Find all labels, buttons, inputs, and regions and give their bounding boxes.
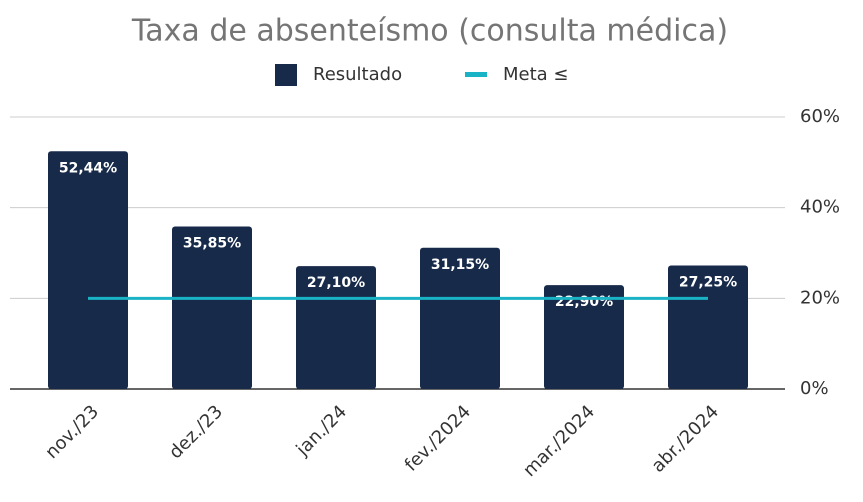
x-tick-label: nov./23 (41, 401, 103, 463)
legend-swatch (275, 64, 297, 86)
bar (420, 247, 500, 389)
bar (48, 151, 128, 389)
chart-title: Taxa de absenteísmo (consulta médica) (131, 14, 728, 49)
data-label: 22,90% (555, 294, 613, 310)
data-label: 52,44% (59, 160, 117, 176)
x-tick-label: fev./2024 (401, 401, 475, 475)
data-label: 27,10% (307, 275, 365, 291)
y-tick-label: 20% (800, 287, 840, 308)
legend-label: Meta ≤ (503, 64, 569, 85)
x-tick-label: abr./2024 (648, 401, 724, 477)
legend-label: Resultado (313, 64, 402, 85)
y-tick-label: 0% (800, 378, 829, 399)
legend-swatch (465, 72, 487, 77)
x-tick-label: dez./23 (165, 401, 227, 463)
y-tick-label: 60% (800, 106, 840, 127)
bar (544, 285, 624, 389)
y-tick-label: 40% (800, 197, 840, 218)
data-label: 31,15% (431, 257, 489, 273)
x-tick-label: mar./2024 (519, 401, 599, 481)
x-tick-label: jan./24 (292, 401, 351, 460)
bar (668, 265, 748, 389)
bar (172, 226, 252, 389)
data-label: 27,25% (679, 274, 737, 290)
data-label: 35,85% (183, 235, 241, 251)
